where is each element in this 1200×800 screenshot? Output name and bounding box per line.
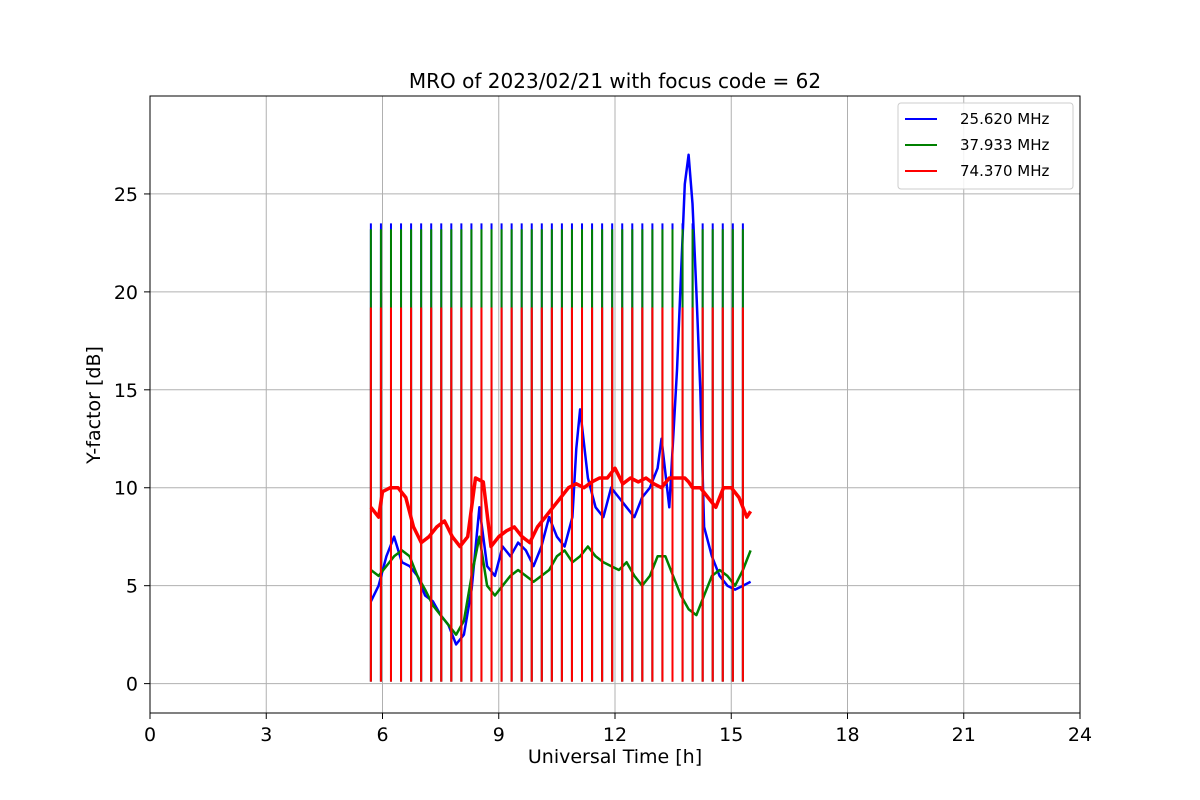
series-line <box>369 153 752 646</box>
legend-label: 37.933 MHz <box>960 136 1049 154</box>
y-tick-label: 0 <box>126 674 138 696</box>
series-1 <box>369 229 752 682</box>
y-tick-label: 15 <box>114 380 138 402</box>
x-tick-label: 6 <box>376 724 388 746</box>
x-tick-label: 3 <box>260 724 272 746</box>
x-tick-label: 21 <box>952 724 976 746</box>
x-tick-label: 18 <box>835 724 859 746</box>
y-tick-label: 20 <box>114 282 138 304</box>
legend-box <box>897 102 1074 190</box>
plot-area <box>369 153 753 682</box>
legend-label: 74.370 MHz <box>960 162 1049 180</box>
grid-lines <box>149 96 1081 713</box>
series-line <box>369 466 753 549</box>
x-tick-label: 24 <box>1068 724 1092 746</box>
x-tick-label: 0 <box>144 724 156 746</box>
y-axis-label: Y-factor [dB] <box>83 346 105 465</box>
y-axis: 0 5 10 15 20 25 <box>114 184 150 696</box>
series-2 <box>369 307 753 682</box>
x-axis: 0 3 6 9 12 15 18 21 24 <box>144 713 1092 746</box>
y-tick-label: 10 <box>114 478 138 500</box>
legend: 25.620 MHz 37.933 MHz 74.370 MHz <box>897 102 1074 190</box>
legend-label: 25.620 MHz <box>960 110 1049 128</box>
chart-title: MRO of 2023/02/21 with focus code = 62 <box>409 69 821 93</box>
x-tick-label: 9 <box>493 724 505 746</box>
y-tick-label: 25 <box>114 184 138 206</box>
x-tick-label: 12 <box>603 724 627 746</box>
x-axis-label: Universal Time [h] <box>528 746 702 768</box>
x-tick-label: 15 <box>719 724 743 746</box>
series-0 <box>369 153 752 682</box>
series-line <box>370 535 752 636</box>
y-tick-label: 5 <box>126 576 138 598</box>
